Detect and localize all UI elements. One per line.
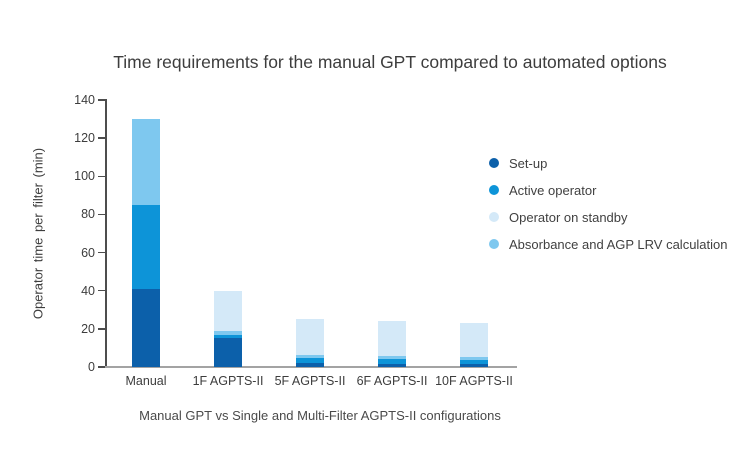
x-category-label: Manual (125, 374, 167, 388)
y-tick-mark (98, 366, 105, 368)
y-tick-label: 100 (74, 169, 95, 184)
bar-segment-5f-agpts-ii-operator-on-standby (296, 319, 324, 355)
y-tick-mark (98, 251, 105, 254)
bar-segment-6f-agpts-ii-absorbance-and-agp-lrv-calculation (378, 355, 406, 360)
y-tick-mark (98, 175, 105, 178)
bar-segment-5f-agpts-ii-absorbance-and-agp-lrv-calculation (296, 354, 324, 359)
legend-circle-icon (489, 239, 499, 249)
bar-segment-manual-absorbance-and-agp-lrv-calculation (132, 119, 160, 205)
y-tick-label: 120 (74, 131, 95, 146)
x-category-label: 6F AGPTS-II (356, 374, 428, 388)
legend-label: Operator on standby (509, 209, 628, 225)
y-axis-line (105, 99, 107, 367)
y-tick-label: 80 (81, 207, 95, 222)
legend-circle-icon (489, 158, 499, 168)
y-tick-mark (98, 137, 105, 139)
bar-segment-10f-agpts-ii-operator-on-standby (460, 323, 488, 358)
y-tick-label: 20 (81, 321, 95, 336)
bar-segment-1f-agpts-ii-absorbance-and-agp-lrv-calculation (214, 330, 242, 335)
legend-item: Set-up (489, 155, 728, 171)
x-category-label: 5F AGPTS-II (274, 374, 346, 388)
legend: Set-up Active operator Operator on standby… (489, 155, 728, 252)
bar-segment-10f-agpts-ii-active-operator (460, 360, 488, 365)
legend-item: Operator on standby (489, 209, 728, 225)
chart-title: Time requirements for the manual GPT com… (113, 52, 667, 72)
bar-segment-6f-agpts-ii-operator-on-standby (378, 321, 406, 356)
bar-segment-10f-agpts-ii-absorbance-and-agp-lrv-calculation (460, 357, 488, 361)
legend-label: Set-up (509, 155, 548, 171)
legend-circle-icon (489, 185, 499, 195)
y-tick-label: 140 (74, 93, 95, 107)
bar-segment-5f-agpts-ii-active-operator (296, 358, 324, 364)
y-tick-label: 60 (81, 245, 95, 260)
bar-segment-1f-agpts-ii-operator-on-standby (214, 290, 242, 331)
y-tick-label: 0 (88, 360, 95, 374)
bar-segment-10f-agpts-ii-set-up (460, 364, 488, 367)
legend-circle-icon (489, 212, 499, 222)
y-tick-mark (98, 328, 105, 330)
x-category-label: 1F AGPTS-II (192, 374, 264, 388)
legend-item: Absorbance and AGP LRV calculation (489, 236, 728, 252)
bar-segment-5f-agpts-ii-set-up (296, 363, 324, 367)
legend-label: Active operator (509, 182, 597, 198)
x-axis-caption: Manual GPT vs Single and Multi-Filter AG… (139, 408, 501, 423)
legend-item: Active operator (489, 182, 728, 198)
x-axis-line (105, 366, 517, 368)
legend-label: Absorbance and AGP LRV calculation (509, 236, 728, 252)
x-category-label: 10F AGPTS-II (435, 374, 513, 388)
y-tick-label: 40 (81, 283, 95, 298)
y-tick-mark (98, 289, 105, 292)
bar-segment-manual-active-operator (132, 204, 160, 289)
bar-segment-6f-agpts-ii-active-operator (378, 359, 406, 365)
y-tick-mark (98, 99, 105, 101)
bar-segment-6f-agpts-ii-set-up (378, 364, 406, 367)
bar-segment-manual-set-up (132, 288, 160, 367)
bar-segment-1f-agpts-ii-set-up (214, 338, 242, 367)
y-tick-mark (98, 213, 105, 216)
bar-segment-1f-agpts-ii-active-operator (214, 334, 242, 339)
